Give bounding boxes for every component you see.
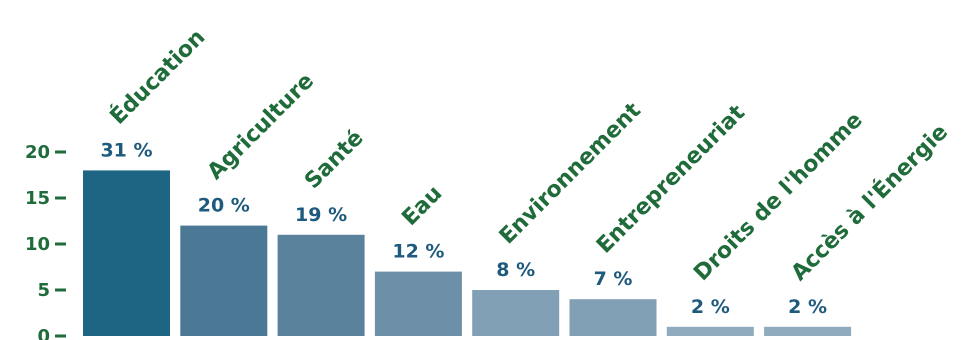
y-axis-ticks: 0 5 10 15 20 (25, 142, 66, 340)
y-tick-label: 15 (25, 188, 50, 209)
bar-value-label: 7 % (594, 268, 633, 290)
bar (277, 234, 365, 336)
category-label: Eau (397, 181, 447, 231)
bars-group (83, 170, 852, 336)
bar-value-label: 2 % (788, 296, 827, 318)
category-label: Éducation (105, 24, 210, 129)
bar (83, 170, 170, 336)
bar-value-label: 8 % (496, 259, 535, 281)
category-label: Santé (300, 126, 368, 194)
category-label: Accès à l'Énergie (786, 119, 953, 286)
bar (180, 225, 268, 336)
category-label: Agriculture (203, 69, 319, 185)
bar (764, 326, 852, 336)
value-labels-group: 31 % 20 % 19 % 12 % 8 % 7 % 2 % 2 % (100, 139, 827, 317)
y-tick-label: 20 (25, 142, 50, 163)
bar (374, 271, 462, 336)
bar (569, 299, 657, 336)
bar (666, 326, 754, 336)
bar-value-label: 19 % (295, 204, 347, 226)
bar-value-label: 20 % (198, 195, 250, 217)
bar-value-label: 31 % (100, 139, 152, 161)
y-tick-label: 10 (25, 234, 50, 255)
bar (472, 290, 560, 336)
y-tick-label: 5 (37, 280, 50, 301)
bar-value-label: 12 % (392, 241, 444, 263)
y-tick-label: 0 (37, 326, 50, 340)
bar-value-label: 2 % (691, 296, 730, 318)
